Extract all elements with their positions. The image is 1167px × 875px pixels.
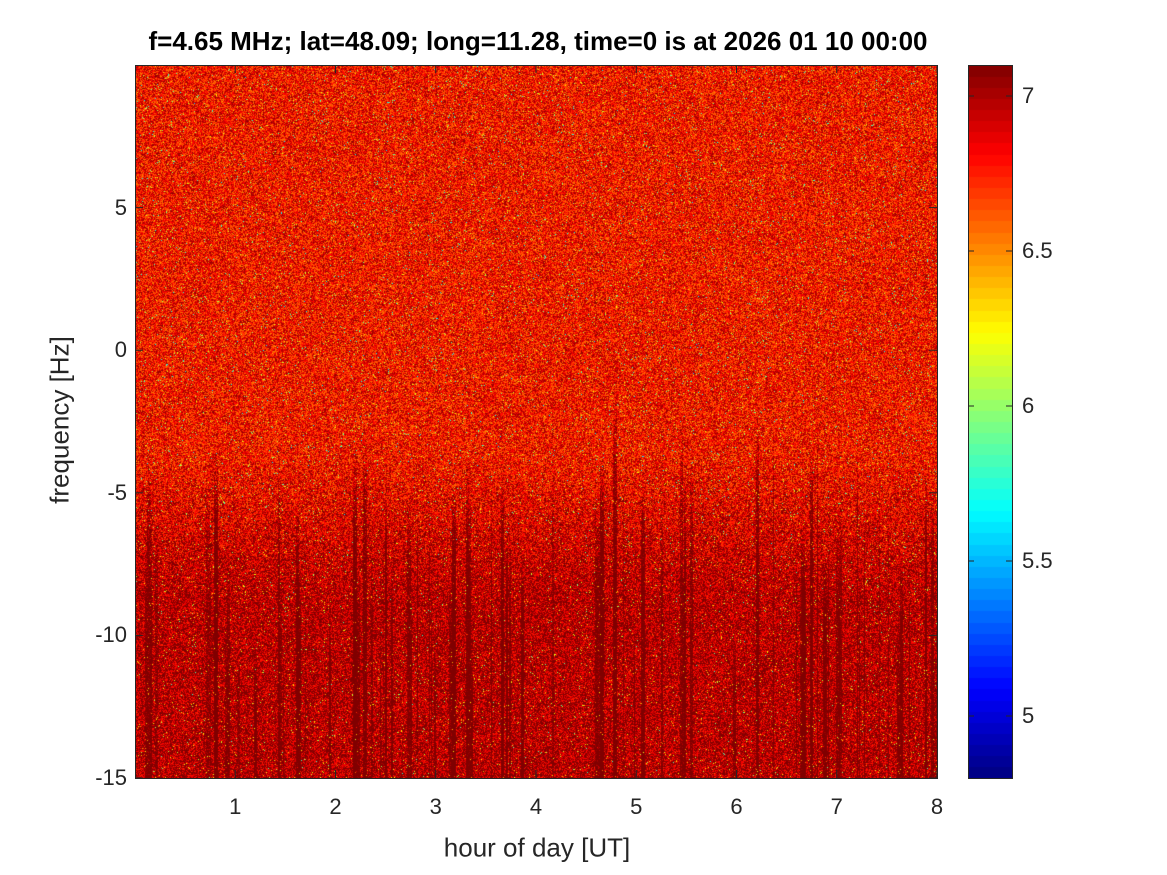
x-tick-label: 5	[630, 794, 643, 819]
y-tick-label: -10	[95, 622, 127, 648]
x-tick-label: 7	[830, 794, 843, 819]
x-tick-label: 1	[229, 794, 242, 819]
x-tick-label: 8	[930, 794, 944, 819]
colorbar	[968, 65, 1012, 778]
x-tick-label: 3	[429, 794, 442, 819]
x-tick-label: 4	[529, 794, 543, 819]
y-tick-label: 0	[114, 337, 127, 363]
colorbar-tick-label: 7	[1022, 83, 1035, 108]
x-axis-label: hour of day [UT]	[443, 832, 631, 863]
y-axis-label: frequency [Hz]	[44, 336, 75, 504]
colorbar-tick-label: 6	[1022, 393, 1035, 418]
colorbar-tick-label: 5.5	[1022, 548, 1053, 573]
plot-frame	[135, 65, 938, 779]
colorbar-tick-label: 6.5	[1022, 238, 1053, 263]
y-tick-label: -5	[107, 479, 127, 505]
colorbar-tick-label: 5	[1022, 703, 1035, 728]
colorbar-frame	[968, 65, 1013, 779]
y-tick-label: 5	[114, 194, 127, 220]
chart-title: f=4.65 MHz; lat=48.09; long=11.28, time=…	[148, 26, 928, 56]
x-tick-label: 2	[329, 794, 342, 819]
x-tick-label: 6	[730, 794, 743, 819]
y-tick-label: -15	[95, 765, 127, 790]
spectrogram-heatmap	[135, 65, 937, 778]
